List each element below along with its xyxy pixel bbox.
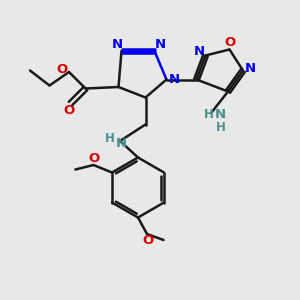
Text: H: H (204, 107, 213, 121)
Text: N: N (193, 45, 205, 58)
Text: O: O (57, 62, 68, 76)
Text: N: N (215, 107, 226, 121)
Text: H: H (216, 121, 225, 134)
Text: H: H (105, 131, 114, 145)
Text: O: O (63, 103, 75, 117)
Text: O: O (224, 36, 236, 50)
Text: N: N (169, 73, 180, 86)
Text: O: O (88, 152, 100, 165)
Text: O: O (142, 234, 153, 247)
Text: N: N (116, 137, 127, 150)
Text: N: N (154, 38, 166, 52)
Text: N: N (245, 61, 256, 75)
Text: N: N (111, 38, 123, 52)
